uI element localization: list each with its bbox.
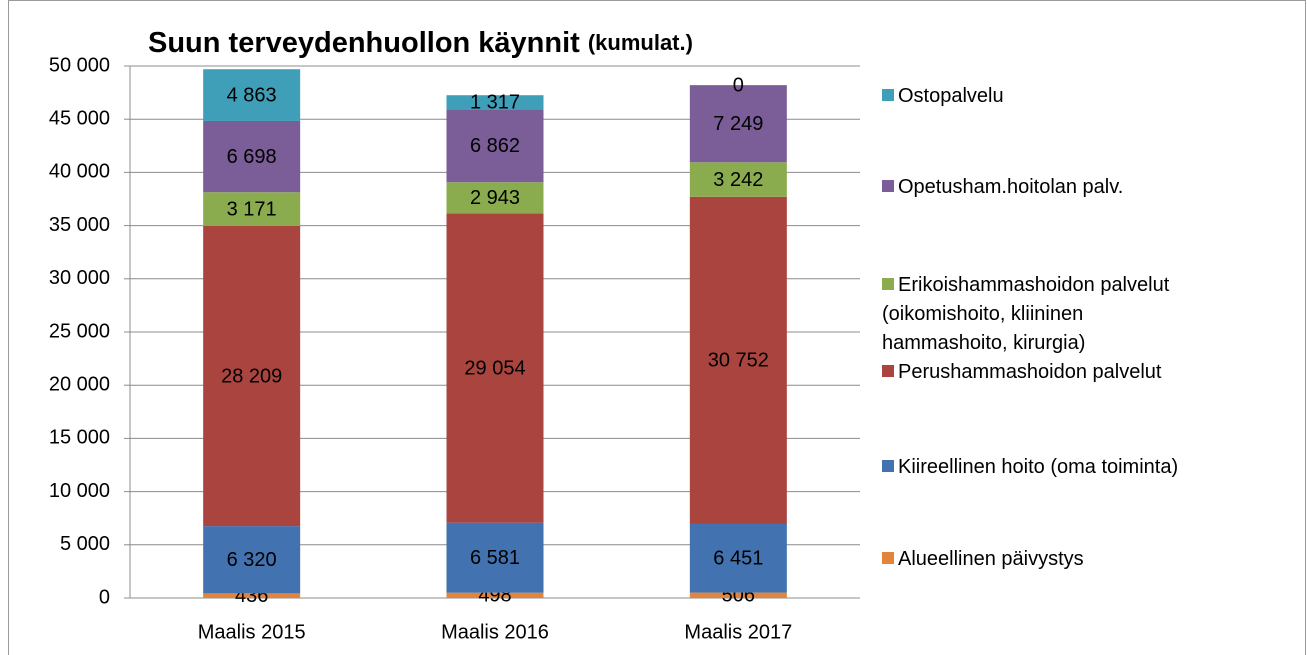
bar-segment [446,522,544,593]
value-label: 3 171 [227,198,277,220]
legend-swatch [882,180,894,192]
bar-segment [203,593,301,598]
legend-swatch [882,89,894,101]
y-tick-label: 40 000 [49,161,110,183]
value-label: 6 581 [470,547,520,569]
value-label: 7 249 [713,113,763,135]
y-tick-label: 20 000 [49,373,110,395]
value-label: 6 320 [227,549,277,571]
bar-segment [203,192,301,226]
legend-entry: Erikoishammashoidon palvelut (oikomishoi… [882,271,1182,358]
y-tick-label: 10 000 [49,480,110,502]
value-label: 29 054 [464,357,525,379]
x-tick-label: Maalis 2015 [198,621,306,643]
legend-label: Kiireellinen hoito (oma toiminta) [898,456,1179,478]
legend-entry: Kiireellinen hoito (oma toiminta) [882,453,1302,482]
bar-segment [203,526,301,594]
legend-swatch [882,552,894,564]
value-label: 6 698 [227,146,277,168]
y-tick-label: 30 000 [49,267,110,289]
legend-label: Alueellinen päivystys [898,548,1084,570]
bar-segment [446,592,544,598]
value-label: 28 209 [221,365,282,387]
bar-segment [203,69,301,121]
y-tick-label: 15 000 [49,427,110,449]
y-tick-label: 25 000 [49,320,110,342]
y-tick-label: 5 000 [60,533,110,555]
frame [8,0,1306,655]
bar-segment [446,109,544,183]
y-tick-label: 0 [99,586,110,608]
legend-entry: Opetusham.hoitolan palv. [882,173,1302,202]
legend-entry: Perushammashoidon palvelut [882,358,1302,387]
y-tick-label: 35 000 [49,214,110,236]
y-tick-label: 50 000 [49,54,110,76]
bar-segment [446,182,544,214]
bar-segment [203,225,301,527]
legend-swatch [882,460,894,472]
bar-segment [689,162,787,197]
legend-label: Erikoishammashoidon palvelut (oikomishoi… [882,274,1170,354]
legend-label: Perushammashoidon palvelut [898,361,1162,383]
legend-label: Opetusham.hoitolan palv. [898,176,1124,198]
value-label: 2 943 [470,187,520,209]
legend-entry: Ostopalvelu [882,82,1302,111]
chart-title: Suun terveydenhuollon käynnit (kumulat.) [148,27,693,59]
legend-swatch [882,278,894,290]
legend-entry: Alueellinen päivystys [882,545,1302,574]
y-tick-label: 45 000 [49,107,110,129]
bar-segment [689,85,787,163]
x-tick-label: Maalis 2016 [441,621,549,643]
bar-segment [446,213,544,523]
value-label: 6 862 [470,135,520,157]
value-label: 30 752 [708,350,769,372]
legend-label: Ostopalvelu [898,85,1004,107]
value-label: 0 [733,74,744,96]
value-label: 6 451 [713,548,763,570]
legend-swatch [882,365,894,377]
bar-segment [446,95,544,110]
bar-segment [689,523,787,593]
value-label: 4 863 [227,84,277,106]
title: Suun terveydenhuollon käynnit [148,27,580,59]
value-label: 3 242 [713,169,763,191]
bar-segment [689,592,787,598]
value-label: 1 317 [470,91,520,113]
bar-segment [689,196,787,524]
bar-segment [203,120,301,193]
subtitle: (kumulat.) [588,30,693,55]
x-tick-label: Maalis 2017 [684,621,792,643]
